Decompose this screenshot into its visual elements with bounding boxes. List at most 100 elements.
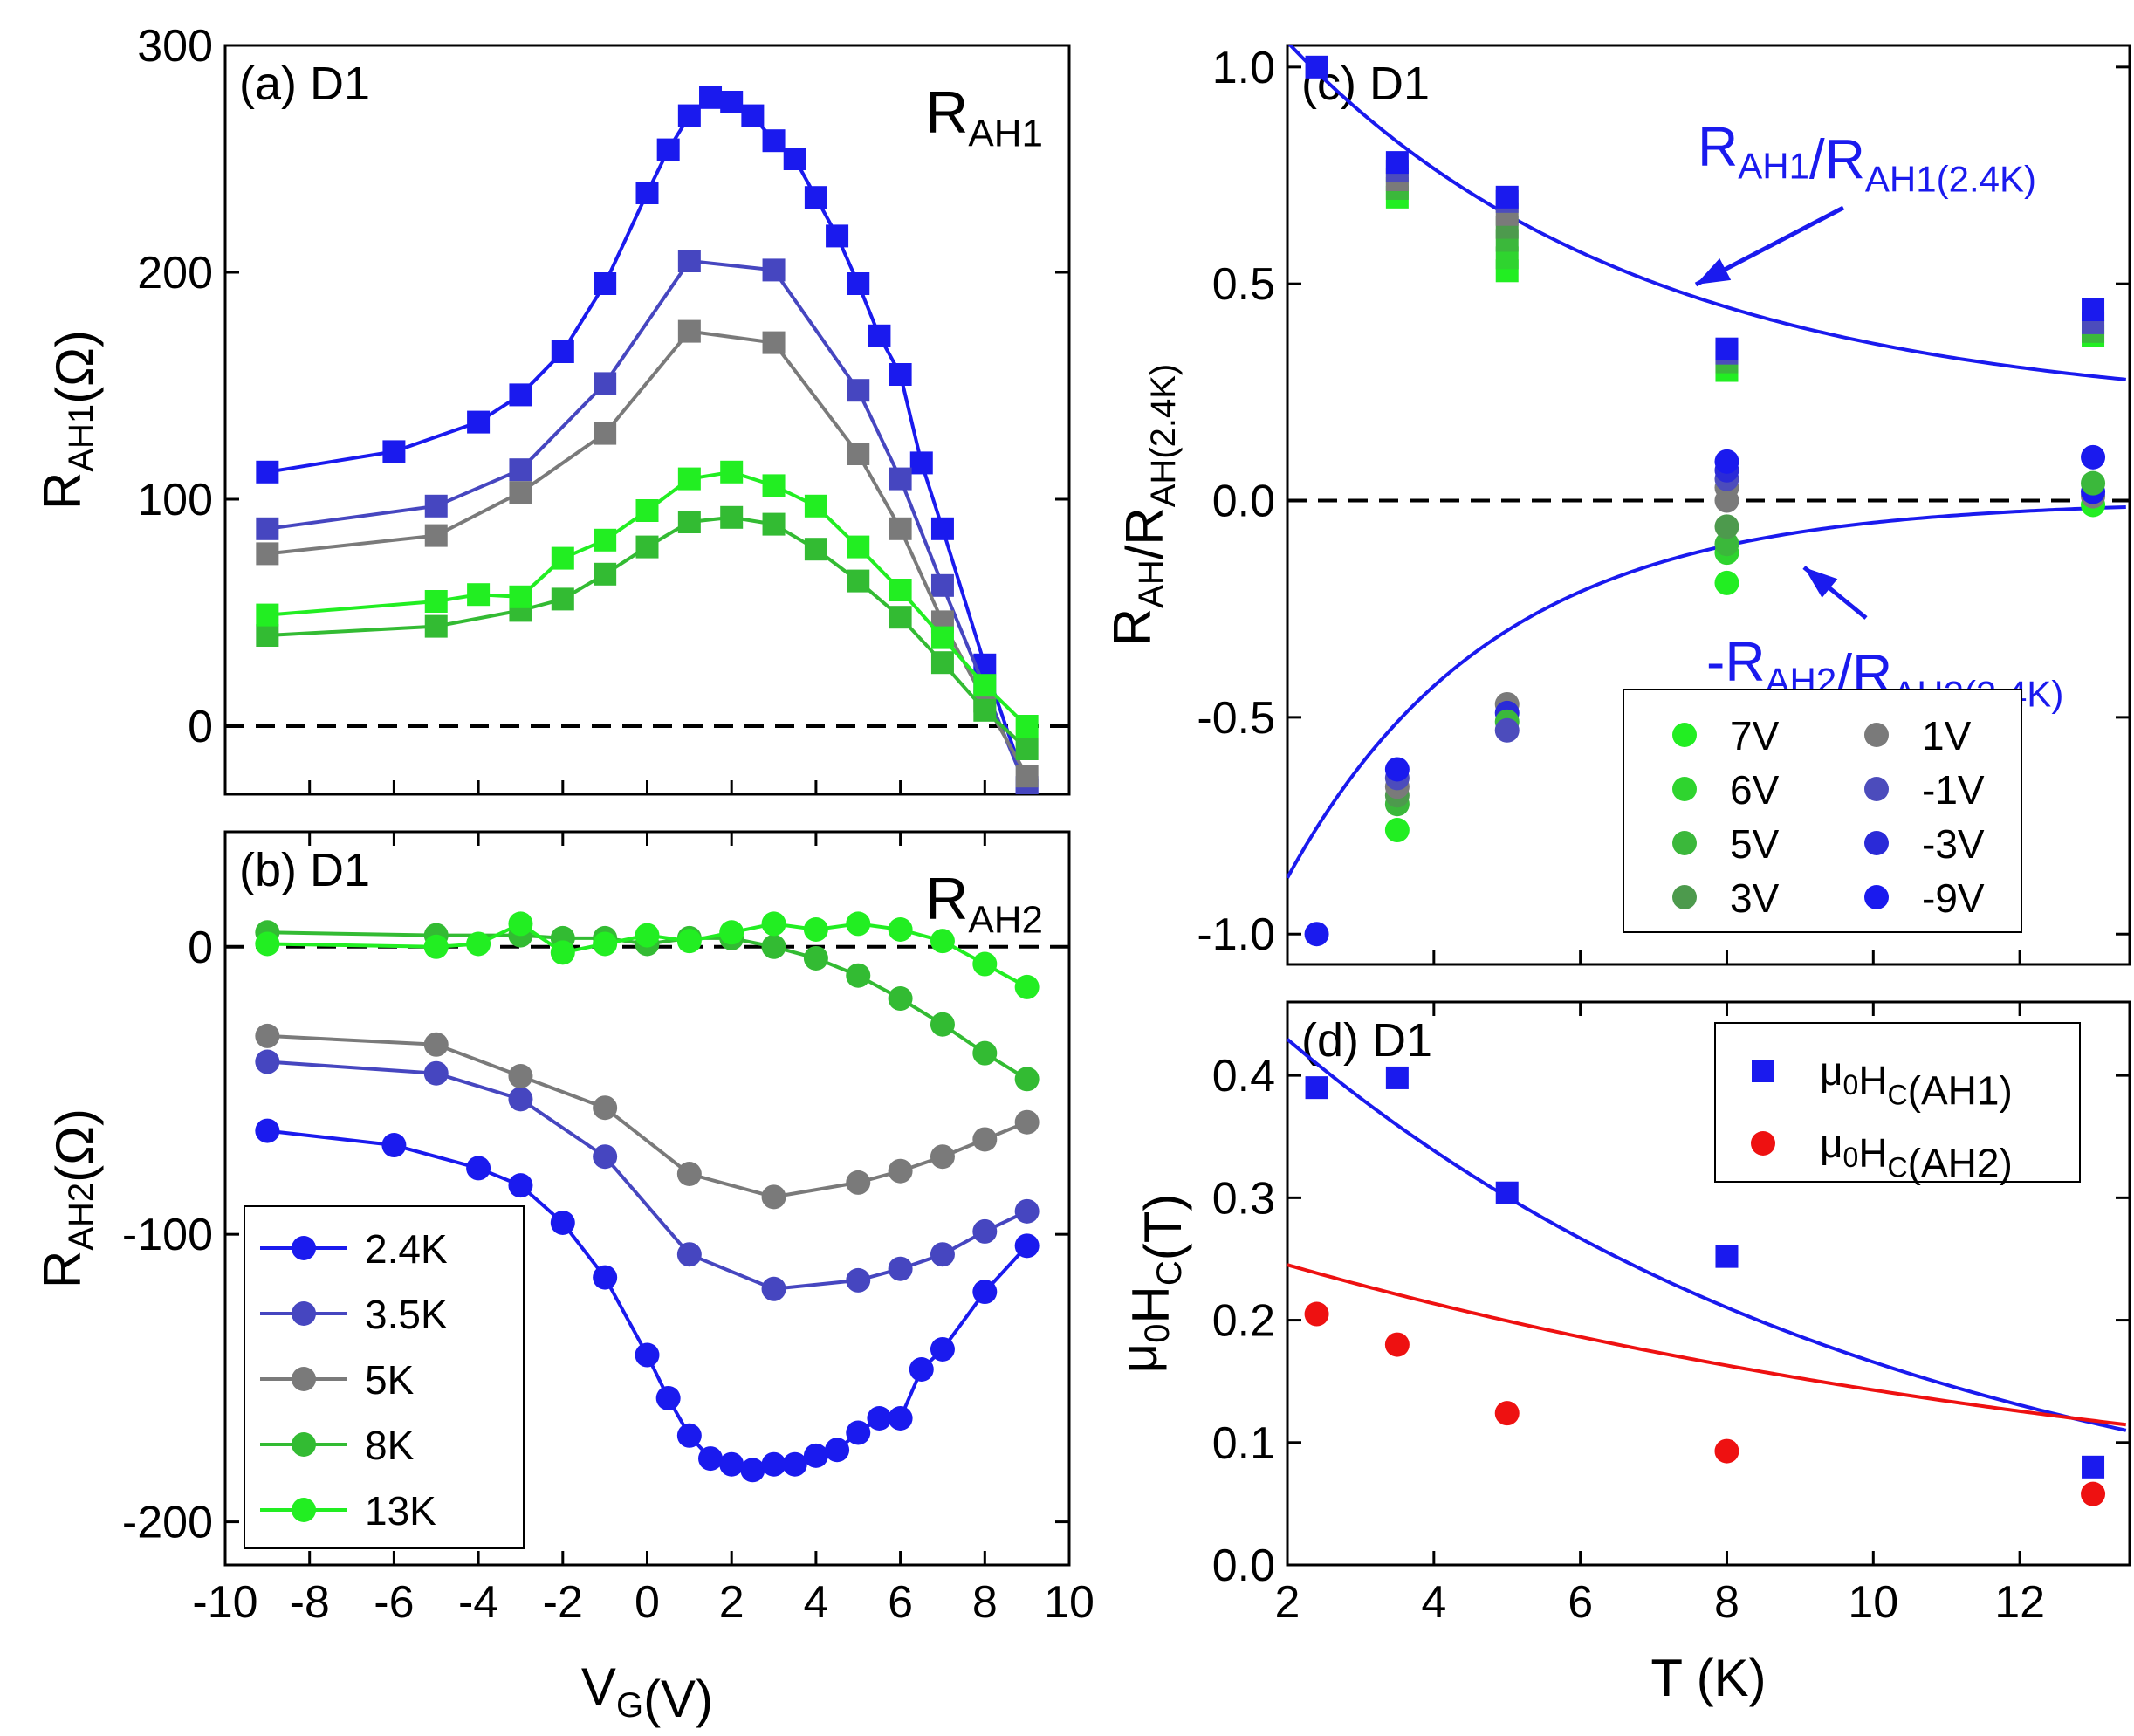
plot-area-b (255, 911, 1040, 1483)
legend-label-3.5K: 3.5K (365, 1292, 448, 1337)
data-point-3.5K (676, 1242, 702, 1267)
data-point-13K (720, 460, 744, 484)
data-point-13K (846, 911, 871, 937)
legend-marker-5K (292, 1367, 316, 1391)
data-point-5K (256, 542, 279, 566)
x-tick-label-b: 10 (1044, 1577, 1094, 1628)
data-point-ah2-ratio (1714, 449, 1739, 474)
data-point-AH1 (1385, 1066, 1409, 1089)
series-a-13K (256, 460, 1039, 738)
data-point-5K (676, 1162, 702, 1186)
x-tick-label-d: 2 (1275, 1577, 1300, 1628)
annotation-arrow-ah1-head (1696, 258, 1732, 285)
data-point-13K (467, 583, 491, 607)
data-point-AH1 (1305, 1076, 1328, 1100)
data-point-13K (719, 920, 744, 945)
legend-label-5K: 5K (365, 1357, 415, 1403)
legend-marker--3V (1864, 831, 1889, 855)
data-point-2.4K (550, 1211, 575, 1235)
data-point-AH1 (2082, 1455, 2105, 1479)
data-point-2.4K (762, 129, 786, 153)
series-d-AH2 (1287, 1263, 2127, 1506)
data-point-13K (761, 911, 786, 937)
data-point-3.5K (255, 1049, 280, 1074)
data-point-3.5K (423, 1060, 449, 1086)
data-point-2.4K (868, 324, 891, 347)
legend-marker-8K (292, 1432, 316, 1457)
data-point-5K (255, 1023, 280, 1048)
data-point-3.5K (762, 258, 786, 282)
data-point-5K (677, 319, 701, 343)
panel-label-b: (b) D1 (239, 844, 370, 896)
data-point-13K (762, 474, 786, 497)
data-point-13K (593, 931, 618, 957)
data-point-AH2 (1494, 1401, 1520, 1426)
legend-marker-2.4K (292, 1236, 316, 1260)
data-point-ah2-ratio (1714, 570, 1739, 595)
data-point-2.4K (888, 1406, 913, 1431)
panel-b: -200 -100 0 -10 -8 -6 -4 -2 0 2 4 6 8 10 (b) D1 RAH2 RAH… (33, 830, 1094, 1728)
data-point-2.4K (1014, 1233, 1040, 1259)
data-point-2.4K (761, 1451, 786, 1477)
data-point-5K (423, 1032, 449, 1057)
series-a-8K (256, 505, 1039, 760)
data-point-13K (804, 494, 827, 518)
data-point-5K (761, 1184, 786, 1210)
data-point-13K (930, 929, 955, 954)
data-point-3.5K (930, 573, 954, 597)
legend-marker--9V (1864, 885, 1889, 909)
panel-c: -1.0-0.50.00.51.0 (c) D1RAH1/RAH1(2.4K)-R… (1103, 43, 2131, 966)
legend-marker-6V (1672, 777, 1697, 801)
data-point-5K (930, 1144, 955, 1170)
data-point-8K (720, 505, 744, 529)
data-point-13K (635, 499, 659, 522)
data-point-8K (1014, 1067, 1040, 1092)
data-point-8K (889, 606, 912, 629)
data-point-2.4K (656, 138, 680, 161)
data-point-8K (256, 624, 279, 647)
data-point-2.4K (655, 1385, 681, 1410)
data-point-2.4K (740, 1458, 765, 1483)
legend-label-8K: 8K (365, 1423, 415, 1468)
y-tick-label-c: 1.0 (1212, 43, 1275, 93)
data-point-2.4K (381, 1133, 407, 1158)
data-point-5K (1014, 1109, 1040, 1135)
data-point-3.5K (1014, 1198, 1040, 1224)
data-point-13K (847, 535, 870, 559)
data-point-13K (973, 674, 997, 697)
legend-marker-7V (1672, 723, 1697, 747)
legend-label-7V: 7V (1730, 713, 1780, 758)
legend-label-1V: 1V (1922, 713, 1972, 758)
data-point-13K (256, 603, 279, 627)
fit-curve-ah2 (1287, 504, 2126, 879)
data-point-2.4K (509, 383, 532, 407)
legend-marker-AH1 (1752, 1060, 1774, 1082)
data-point-8K (930, 1012, 955, 1037)
data-point-2.4K (676, 1423, 702, 1448)
data-point-2.4K (867, 1406, 892, 1431)
y-tick-label-a: 100 (137, 475, 213, 525)
x-tick-label-b: 8 (972, 1577, 998, 1628)
panel-label-a: (a) D1 (239, 58, 370, 110)
data-point-ah1-ratio (1715, 337, 1739, 360)
data-point-ah2-ratio (1384, 818, 1410, 843)
data-point-2.4K (256, 460, 279, 484)
legend-marker-5V (1672, 831, 1697, 855)
data-point-3.5K (889, 467, 912, 491)
data-point-ah1-ratio (1495, 185, 1519, 209)
data-point-2.4K (594, 272, 617, 295)
data-point-2.4K (846, 1420, 871, 1445)
data-point-5K (888, 1158, 913, 1184)
y-tick-label-c: -0.5 (1197, 693, 1275, 744)
data-point-13K (677, 467, 701, 491)
data-point-2.4K (699, 86, 723, 109)
plot-area-d (1287, 1038, 2127, 1506)
data-point-13K (594, 528, 617, 552)
data-point-5K (762, 331, 786, 354)
data-point-3.5K (846, 1267, 871, 1293)
data-point-ah2-ratio (1304, 922, 1329, 947)
data-point-ah1-ratio (2082, 298, 2105, 321)
data-point-AH1 (1495, 1181, 1519, 1204)
series-b-2.4K (255, 1118, 1040, 1483)
data-point-2.4K (677, 104, 701, 127)
